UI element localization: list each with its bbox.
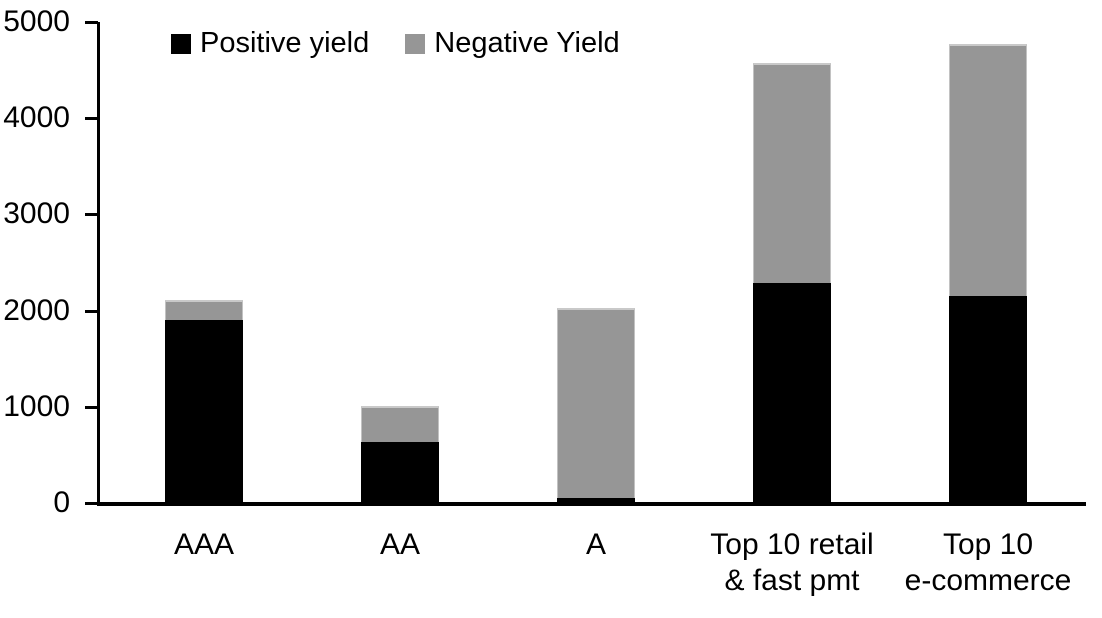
y-tick-label: 0 xyxy=(53,486,70,519)
legend-swatch-positive-yield xyxy=(171,33,191,54)
y-tick-label: 1000 xyxy=(3,389,70,423)
x-category-label: Top 10 retail & fast pmt xyxy=(710,528,874,597)
legend-label-positive-yield: Positive yield xyxy=(200,27,370,59)
y-tick-mark xyxy=(85,213,98,217)
y-tick-label: 2000 xyxy=(3,293,70,327)
bar-segment-positive-3 xyxy=(557,498,635,503)
bar-segment-positive-2 xyxy=(361,442,439,503)
x-category-label: AAA xyxy=(173,528,235,561)
x-category-label: Top 10 e-commerce xyxy=(904,528,1072,597)
y-axis xyxy=(97,22,100,505)
x-axis xyxy=(97,502,1086,506)
bar-segment-positive-4 xyxy=(753,282,831,503)
bar-segment-negative-5 xyxy=(949,44,1027,297)
y-tick-mark xyxy=(85,405,98,409)
chart-legend: Positive yield Negative Yield xyxy=(171,27,620,60)
y-tick-label: 5000 xyxy=(3,5,70,38)
y-tick-mark xyxy=(85,309,98,313)
y-tick-label: 3000 xyxy=(3,197,70,231)
y-tick-mark xyxy=(85,117,98,121)
legend-item-positive-yield: Positive yield xyxy=(171,27,369,60)
legend-label-negative-yield: Negative Yield xyxy=(434,27,620,59)
legend-swatch-negative-yield xyxy=(405,33,426,54)
x-category-label: AA xyxy=(379,528,421,561)
bar-segment-negative-2 xyxy=(361,405,439,443)
bar-segment-negative-3 xyxy=(557,307,635,499)
y-tick-mark xyxy=(85,21,98,24)
bar-segment-positive-1 xyxy=(165,320,243,503)
bar-segment-positive-5 xyxy=(949,296,1027,503)
bar-segment-negative-4 xyxy=(753,63,831,283)
bar-segment-negative-1 xyxy=(165,300,243,321)
y-tick-mark xyxy=(85,502,98,505)
legend-item-negative-yield: Negative Yield xyxy=(405,27,620,60)
x-category-label: A xyxy=(585,528,606,561)
y-tick-label: 4000 xyxy=(3,101,70,135)
